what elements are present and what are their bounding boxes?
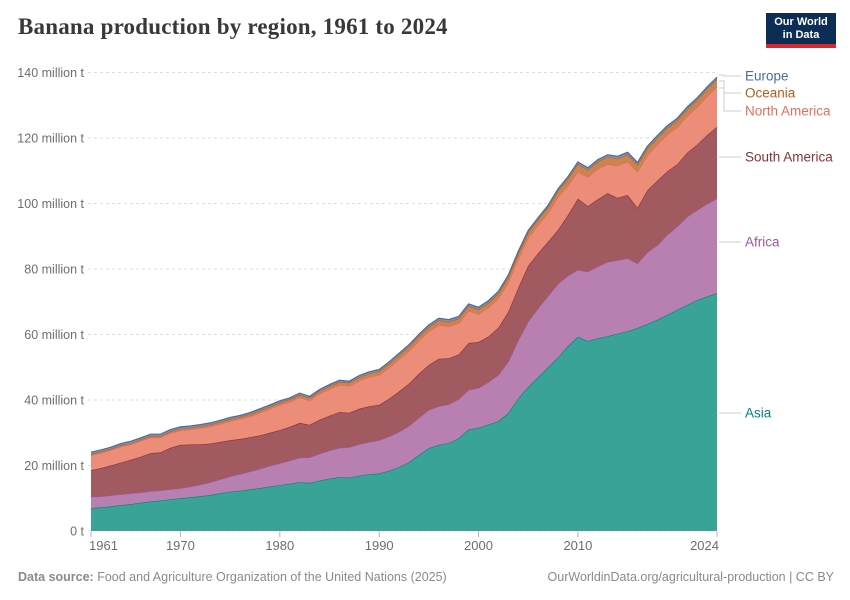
- chart-footer: Data source: Food and Agriculture Organi…: [18, 570, 834, 584]
- data-source-text: Food and Agriculture Organization of the…: [93, 570, 447, 584]
- x-axis-label-2000: 2000: [464, 538, 493, 553]
- area-outline-africa: [90, 197, 718, 498]
- owid-credit-link[interactable]: OurWorldinData.org/agricultural-producti…: [547, 570, 834, 584]
- y-axis-label-120: 120 million t: [17, 132, 84, 146]
- y-axis-label-140: 140 million t: [17, 66, 84, 80]
- y-axis-label-20: 20 million t: [24, 459, 84, 473]
- area-africa[interactable]: [91, 198, 717, 509]
- page-title: Banana production by region, 1961 to 202…: [18, 14, 448, 39]
- y-axis-label-60: 60 million t: [24, 328, 84, 342]
- y-axis-label-40: 40 million t: [24, 394, 84, 408]
- area-asia[interactable]: [91, 293, 717, 531]
- legend-label-europe[interactable]: Europe: [745, 69, 789, 84]
- data-source-note: Data source: Food and Agriculture Organi…: [18, 570, 447, 584]
- legend-connector-europe: [719, 74, 741, 77]
- owid-logo-line1: Our World: [774, 16, 828, 28]
- x-axis-label-1961: 1961: [89, 538, 118, 553]
- x-axis-label-2024: 2024: [690, 538, 719, 553]
- x-axis-label-1970: 1970: [166, 538, 195, 553]
- y-axis-label-80: 80 million t: [24, 263, 84, 277]
- legend-connector-north-america: [719, 87, 741, 112]
- legend-label-asia[interactable]: Asia: [745, 406, 772, 421]
- legend-label-oceania[interactable]: Oceania: [745, 86, 796, 101]
- legend-connector-oceania: [719, 80, 741, 94]
- area-south-america[interactable]: [91, 126, 717, 497]
- legend-label-north-america[interactable]: North America: [745, 104, 831, 119]
- data-source-label: Data source:: [18, 570, 94, 584]
- area-outline-europe: [90, 76, 718, 453]
- y-axis-label-100: 100 million t: [17, 197, 84, 211]
- legend-label-africa[interactable]: Africa: [745, 235, 780, 250]
- y-axis-label-0: 0 t: [70, 525, 84, 539]
- legend-label-south-america[interactable]: South America: [745, 150, 833, 165]
- owid-logo[interactable]: Our World in Data: [766, 13, 836, 48]
- x-axis-label-1980: 1980: [265, 538, 294, 553]
- x-axis-label-1990: 1990: [365, 538, 394, 553]
- x-axis-label-2010: 2010: [563, 538, 592, 553]
- owid-logo-line2: in Data: [782, 29, 820, 41]
